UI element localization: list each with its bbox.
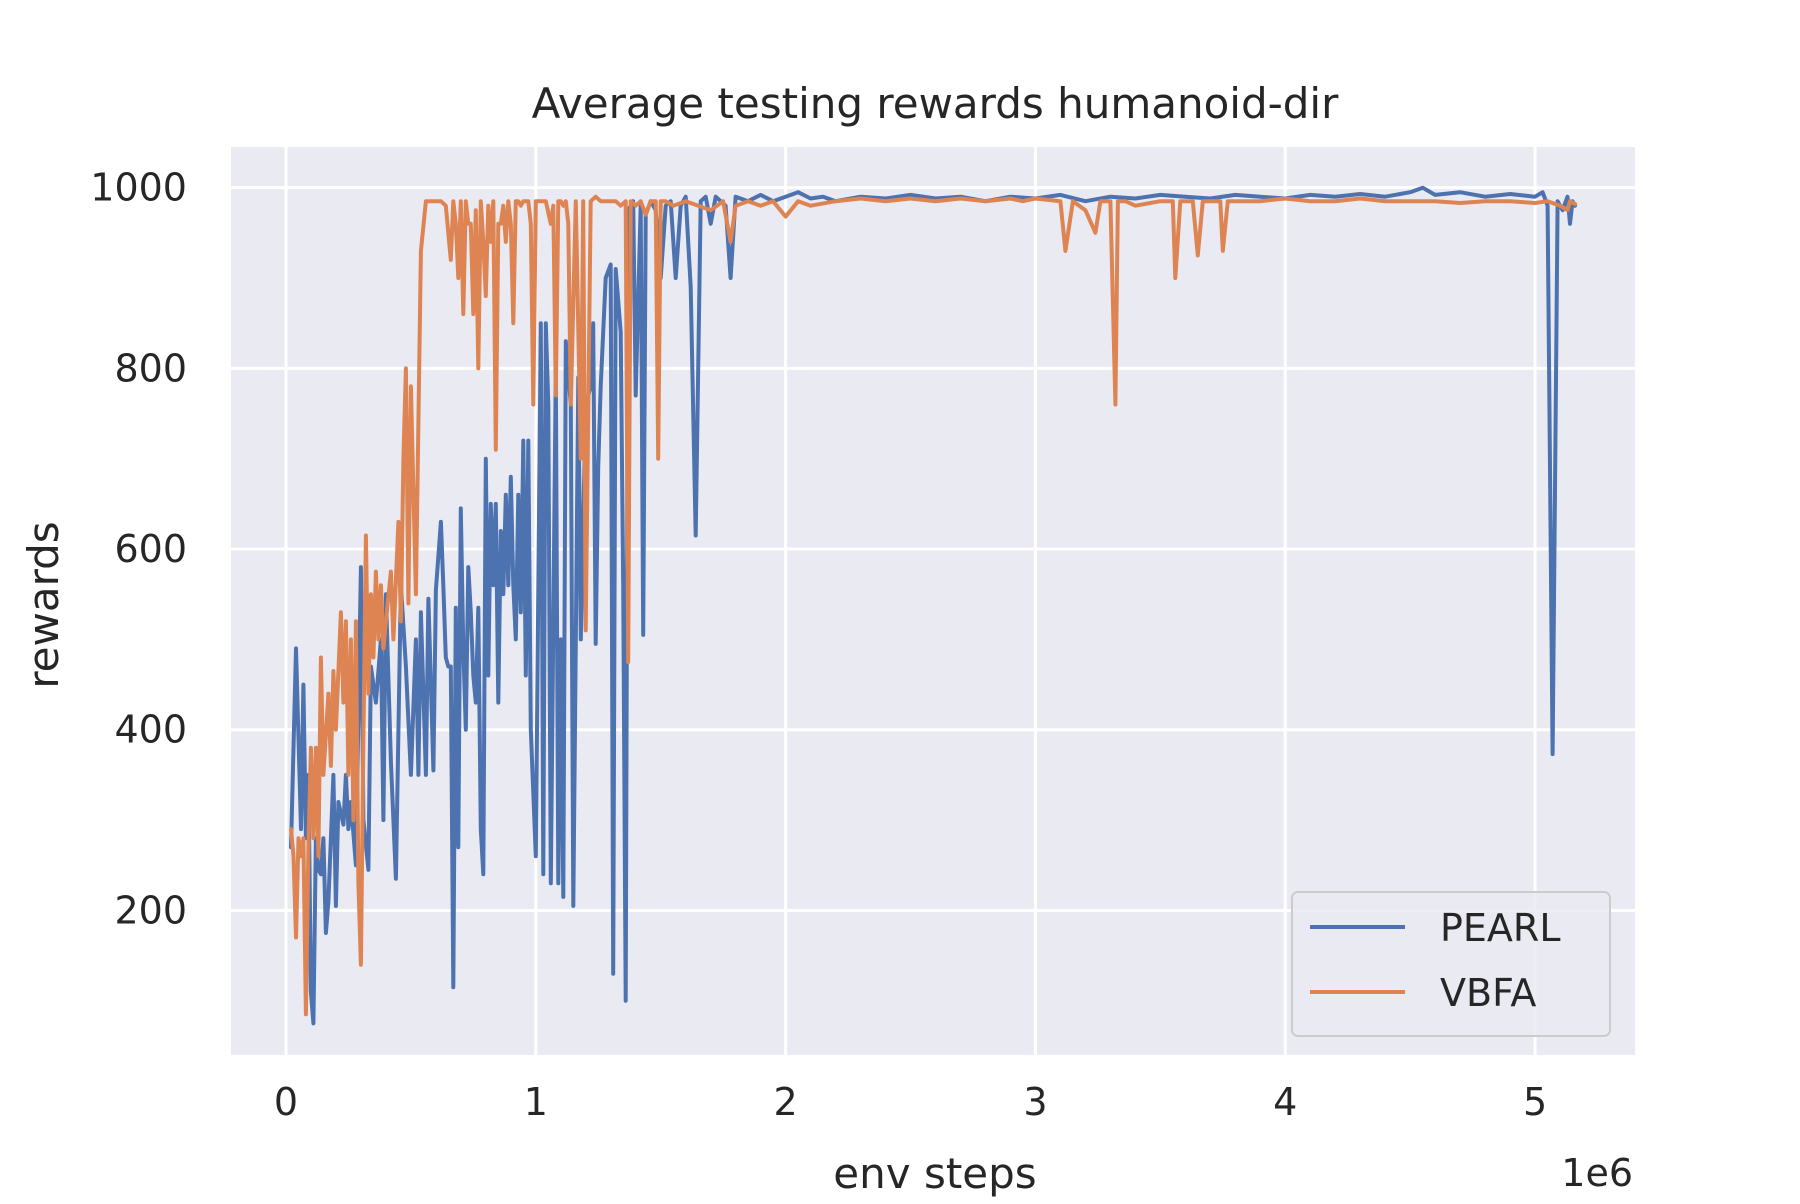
y-tick-labels: 200 400 600 800 1000 bbox=[90, 166, 187, 933]
y-tick-label: 1000 bbox=[90, 166, 187, 210]
x-axis-offset-label: 1e6 bbox=[1561, 1151, 1633, 1195]
x-tick-label: 2 bbox=[774, 1080, 798, 1124]
chart-title: Average testing rewards humanoid-dir bbox=[532, 79, 1339, 128]
x-tick-labels: 0 1 2 3 4 5 bbox=[274, 1080, 1547, 1124]
x-tick-label: 0 bbox=[274, 1080, 298, 1124]
y-tick-label: 600 bbox=[114, 527, 187, 571]
x-tick-label: 1 bbox=[524, 1080, 548, 1124]
legend-label-vbfa: VBFA bbox=[1440, 971, 1536, 1015]
x-axis-label: env steps bbox=[833, 1149, 1036, 1198]
y-tick-label: 400 bbox=[114, 708, 187, 752]
y-axis-label: rewards bbox=[19, 521, 68, 688]
y-tick-label: 200 bbox=[114, 888, 187, 932]
series-line-vbfa bbox=[289, 194, 1577, 1017]
x-tick-label: 3 bbox=[1023, 1080, 1047, 1124]
x-tick-label: 5 bbox=[1523, 1080, 1547, 1124]
x-tick-label: 4 bbox=[1273, 1080, 1297, 1124]
legend: PEARL VBFA bbox=[1291, 891, 1611, 1037]
series-layer bbox=[289, 185, 1577, 1026]
legend-label-pearl: PEARL bbox=[1440, 906, 1561, 950]
y-tick-label: 800 bbox=[114, 346, 187, 390]
series-line-pearl bbox=[289, 185, 1577, 1026]
